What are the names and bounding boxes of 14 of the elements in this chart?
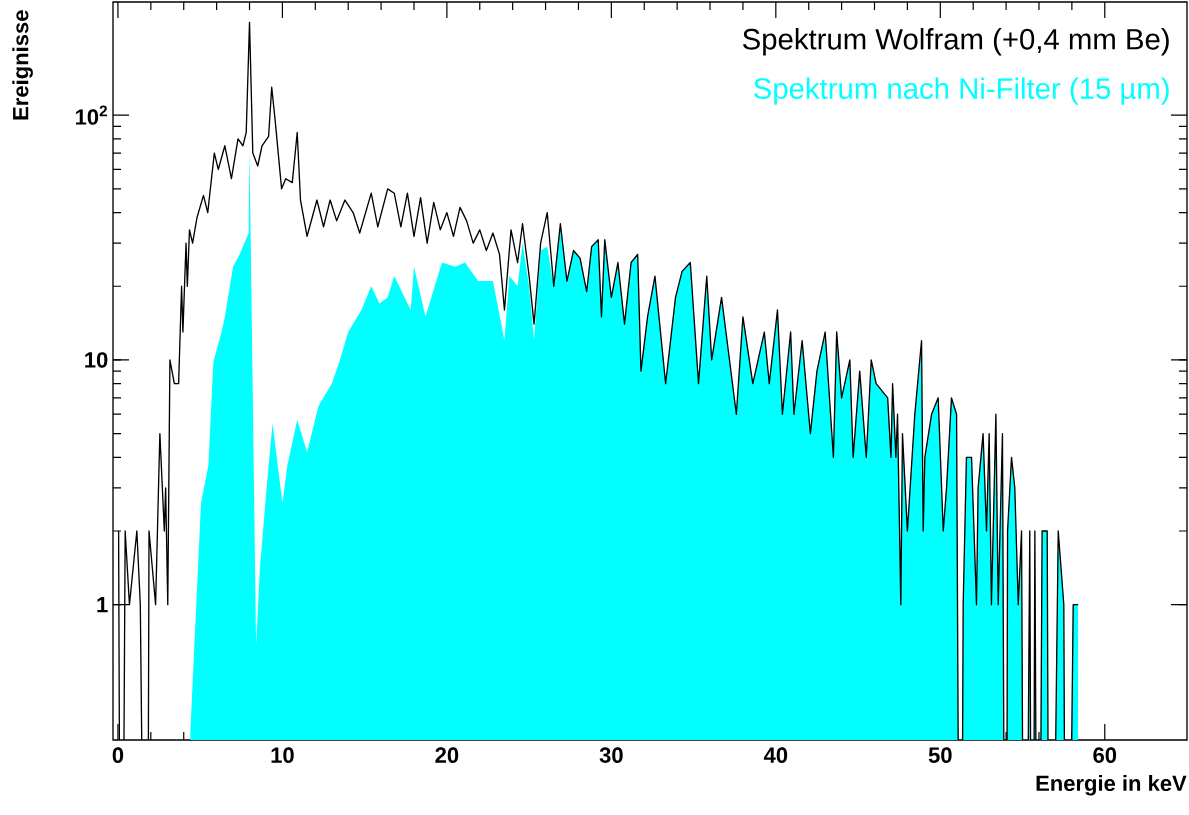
y-axis-title: Ereignisse [12, 10, 33, 120]
x-tick-label: 30 [599, 747, 623, 763]
x-tick-label: 10 [271, 747, 294, 763]
legend-label: Spektrum Wolfram (+0,4 mm Be) [743, 28, 1169, 56]
x-tick-label: 20 [435, 747, 459, 763]
text: Spektrum nach Ni-Filter (15 µm) [754, 77, 1169, 105]
x-tick-label: 40 [763, 747, 788, 763]
y-tick-label: 10 [85, 352, 108, 368]
x-tick-label: 60 [1093, 747, 1117, 763]
x-axis-title: Energie in keV [1036, 774, 1187, 796]
x-tick-label: 50 [928, 747, 952, 763]
y-tick-label: 1 [97, 597, 108, 613]
y-tick-label: 10$^{2}$ [75, 105, 108, 125]
x-tick-label: 0 [112, 747, 124, 763]
